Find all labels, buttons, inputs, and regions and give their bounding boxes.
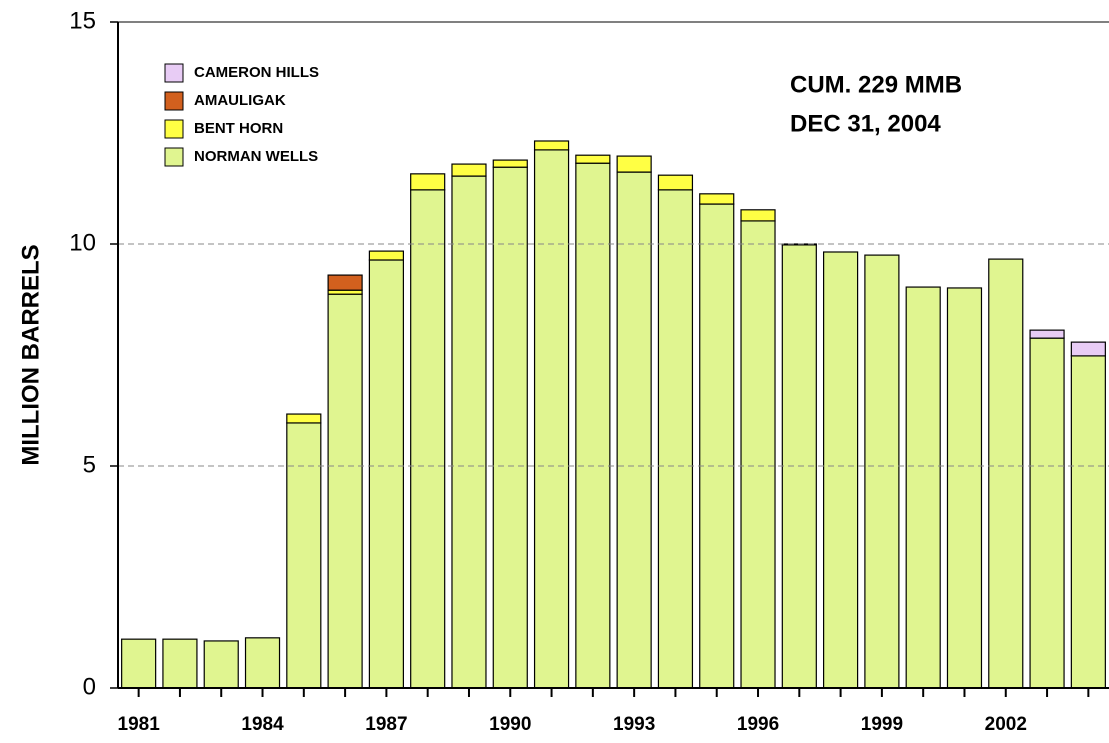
x-tick-label: 1981: [118, 714, 161, 735]
bar-segment: [988, 258, 1024, 689]
legend-swatch: [164, 119, 184, 139]
x-tick-label: 1996: [737, 714, 779, 735]
bar-segment: [699, 203, 735, 689]
y-tick-label: 15: [69, 7, 96, 34]
bar-segment: [286, 422, 322, 689]
x-tick-label: 1984: [241, 714, 284, 735]
y-axis-label: MILLION BARRELS: [17, 244, 44, 465]
bar-segment: [368, 259, 404, 689]
bar-segment: [451, 163, 487, 177]
bar-segment: [244, 637, 281, 689]
annotation: CUM. 229 MMB: [790, 71, 962, 98]
legend-label: CAMERON HILLS: [194, 64, 319, 81]
bar-segment: [823, 251, 859, 689]
y-tick-label: 5: [83, 451, 96, 478]
x-tick-label: 1993: [613, 714, 655, 735]
bar-segment: [616, 171, 652, 689]
y-tick-label: 10: [69, 229, 96, 256]
bar-segment: [575, 154, 611, 164]
legend-swatch: [164, 147, 184, 167]
bar-segment: [162, 638, 198, 689]
bar-segment: [451, 175, 487, 689]
bar-segment: [121, 638, 157, 689]
bar-segment: [657, 174, 694, 191]
bar-segment: [368, 250, 404, 261]
bar-segment: [410, 189, 446, 689]
bar-segment: [864, 254, 900, 689]
bar-segment: [1070, 341, 1106, 357]
bar-segment: [740, 220, 776, 689]
bar-segment: [203, 640, 239, 689]
bar-segment: [575, 162, 611, 689]
bar-segment: [492, 166, 528, 689]
bar-segment: [533, 149, 570, 689]
bar-segment: [1070, 355, 1106, 689]
bar-segment: [657, 189, 694, 689]
y-tick-label: 0: [83, 673, 96, 700]
x-tick-label: 1990: [489, 714, 531, 735]
legend-label: BENT HORN: [194, 120, 283, 137]
legend-swatch: [164, 91, 184, 111]
bar-segment: [410, 173, 446, 191]
legend-swatch: [164, 63, 184, 83]
plot: [121, 140, 1106, 689]
x-tick-label: 2002: [985, 714, 1027, 735]
bar-segment: [699, 193, 735, 205]
legend-label: AMAULIGAK: [194, 92, 286, 109]
bar-segment: [286, 413, 322, 424]
bar-segment: [616, 155, 652, 173]
x-tick-label: 1987: [365, 714, 407, 735]
bar-segment: [327, 274, 363, 291]
bar-segment: [1029, 329, 1065, 339]
bar-segment: [1029, 337, 1065, 689]
annotation: DEC 31, 2004: [790, 110, 941, 137]
bar-segment: [492, 159, 528, 168]
bar-segment: [946, 287, 983, 689]
bar-segment: [905, 286, 941, 689]
bar-segment: [740, 209, 776, 222]
x-tick-label: 1999: [861, 714, 903, 735]
bar-segment: [327, 293, 363, 689]
legend-label: NORMAN WELLS: [194, 148, 318, 165]
bar-segment: [533, 140, 570, 151]
